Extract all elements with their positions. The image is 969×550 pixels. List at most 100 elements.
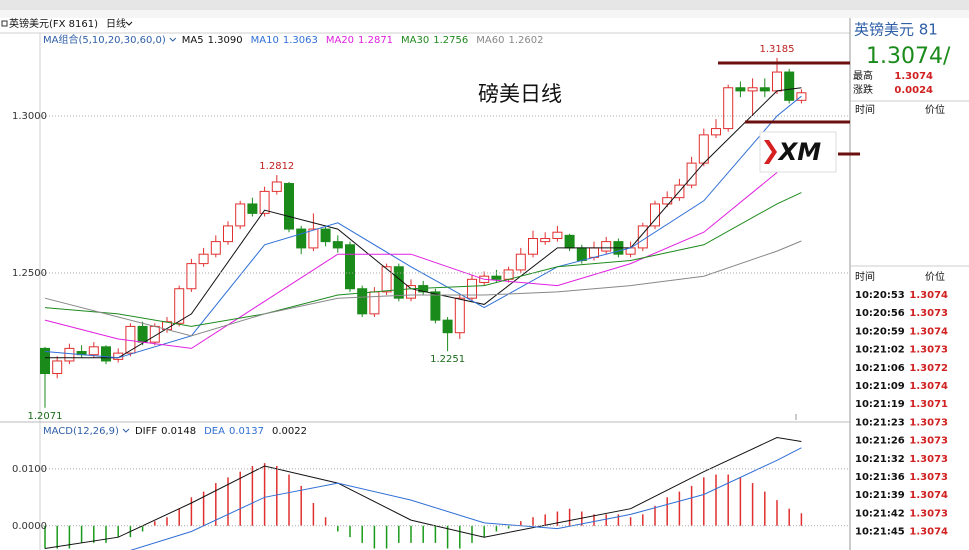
candle-body	[210, 241, 221, 255]
legend-name: DEA	[204, 426, 225, 437]
candle-body	[320, 228, 331, 243]
line-series	[44, 436, 802, 549]
candle-body	[247, 203, 258, 214]
tick-time: 10:21:02	[855, 345, 905, 356]
tick-price: 1.3074	[909, 326, 948, 337]
legend-caret	[122, 428, 130, 433]
y-tick-label: 0.0000	[12, 521, 47, 532]
candle-body	[503, 269, 514, 280]
candle-body	[308, 228, 319, 249]
toolbar-period[interactable]: 日线	[106, 17, 126, 30]
quote-head: 时间	[855, 103, 875, 116]
quote-label: 涨跌	[853, 83, 873, 96]
legend-value: 0.0137	[229, 426, 264, 437]
tick-price: 1.3073	[909, 472, 948, 483]
tick-time: 10:21:09	[855, 381, 905, 392]
low-label: 1.2251	[430, 354, 465, 365]
line-series	[44, 240, 802, 337]
legend-name: MA30	[401, 35, 429, 46]
quote-label: 最高	[853, 69, 873, 82]
candle-body	[369, 291, 380, 315]
tick-time: 10:21:45	[855, 527, 905, 538]
legend-value: 0.0148	[161, 426, 196, 437]
ticks-head: 时间	[855, 270, 875, 283]
candle-body	[784, 71, 795, 101]
legend-name: MA10	[251, 35, 279, 46]
candle-body	[345, 244, 355, 290]
candle-body	[698, 134, 709, 164]
candle-body	[442, 319, 453, 334]
period-caret[interactable]	[125, 21, 133, 26]
candle-body	[711, 128, 721, 136]
candle-body	[88, 346, 99, 356]
legend-value: 1.3090	[208, 35, 243, 46]
quote-value: 0.0024	[894, 85, 933, 96]
candle-body	[393, 266, 404, 299]
tick-time: 10:21:23	[855, 417, 905, 428]
candle-body	[540, 237, 551, 243]
high-label: 1.3185	[760, 44, 795, 55]
axes: 1.3000 1.2500 0.0100 0.0000	[12, 111, 850, 532]
candle-body	[137, 325, 148, 343]
candle-body	[406, 285, 416, 299]
tick-time: 10:20:53	[855, 290, 905, 301]
legend-title: MACD(12,26,9)	[43, 426, 119, 437]
tick-time: 10:20:59	[855, 326, 905, 337]
candle-body	[284, 183, 294, 230]
candle-body	[589, 247, 599, 258]
tick-time: 10:21:26	[855, 436, 905, 447]
xm-logo: XM	[759, 131, 837, 173]
tick-time: 10:21:36	[855, 472, 905, 483]
top-strip	[0, 0, 969, 10]
legend-name: MA5	[182, 35, 204, 46]
candle-body	[52, 360, 63, 375]
candle-body	[747, 87, 758, 92]
tick-price: 1.3073	[909, 417, 948, 428]
tick-price: 1.3071	[909, 399, 948, 410]
candle-body	[259, 190, 270, 214]
candle-body	[515, 253, 526, 271]
line-series	[45, 87, 802, 359]
candle-body	[552, 231, 563, 239]
legend-name: MA60	[476, 35, 504, 46]
line-series	[130, 447, 802, 550]
candle-body	[198, 253, 209, 265]
candle-body	[467, 278, 477, 299]
tick-price: 1.3074	[909, 490, 948, 501]
tick-price: 1.3074	[909, 381, 948, 392]
tick-price: 1.3073	[909, 345, 948, 356]
candle-body	[759, 87, 770, 92]
legend-value: 1.2756	[433, 35, 468, 46]
quote-name: 英镑美元 81	[854, 21, 938, 39]
quote-head: 价位	[925, 103, 945, 116]
tick-time: 10:21:32	[855, 454, 905, 465]
toolbar-symbol[interactable]: 英镑美元(FX 8161)	[9, 17, 98, 30]
legend-name: DIFF	[135, 426, 157, 437]
candle-body	[296, 228, 307, 249]
tick-time: 10:20:56	[855, 308, 905, 319]
tick-time: 10:21:19	[855, 399, 905, 410]
tick-time: 10:21:42	[855, 508, 905, 519]
tick-price: 1.3072	[909, 363, 948, 374]
candle-body	[576, 247, 587, 261]
symbol-icon[interactable]	[1, 20, 8, 27]
tick-price: 1.3073	[909, 436, 948, 447]
candle-body	[381, 266, 392, 293]
legend-value: 1.3063	[283, 35, 318, 46]
line-series	[44, 192, 802, 327]
tick-price: 1.3074	[909, 527, 948, 538]
high-label: 1.2812	[259, 161, 294, 172]
top-strip-2	[0, 10, 969, 18]
candle-body	[101, 346, 111, 362]
candle-body	[772, 71, 782, 92]
legend-name: MA20	[326, 35, 354, 46]
macd-value: 0.0022	[272, 426, 307, 437]
tick-time: 10:21:06	[855, 363, 905, 374]
y-tick-label: 1.3000	[12, 111, 47, 122]
candle-body	[430, 291, 441, 321]
candle-body	[491, 275, 502, 280]
legend-value: 1.2871	[358, 35, 393, 46]
quote-price: 1.3074/	[866, 44, 951, 69]
